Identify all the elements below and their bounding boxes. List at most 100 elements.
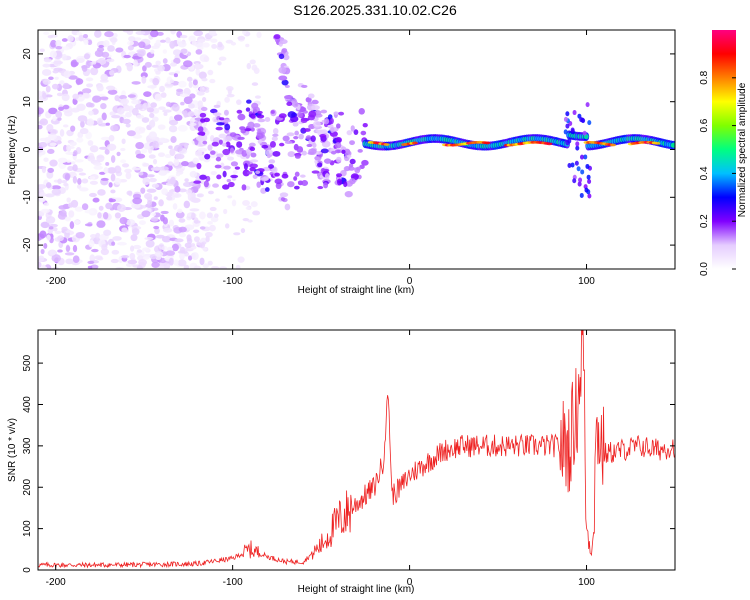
- spectrogram-blob: [120, 159, 127, 164]
- spectrogram-blob: [484, 141, 491, 145]
- spectrogram-blob: [97, 212, 102, 219]
- spectrogram-blob: [173, 144, 183, 152]
- spectrogram-blob: [66, 159, 72, 163]
- spectrogram-blob: [336, 173, 343, 178]
- spectrogram-blobs: [38, 30, 675, 269]
- spectrogram-blob: [144, 236, 154, 241]
- spectrogram-blob: [131, 55, 142, 60]
- spectrogram-blob: [411, 141, 418, 145]
- spectrogram-blob: [52, 227, 58, 232]
- spectrogram-blob: [227, 181, 235, 188]
- spectrogram-blob: [119, 95, 127, 100]
- spectrogram-blob: [59, 80, 65, 85]
- spectrogram-blob: [565, 123, 570, 129]
- spectrogram-blob: [333, 111, 340, 115]
- spectrogram-blob: [91, 248, 99, 253]
- spectrogram-blob: [41, 166, 47, 174]
- spectrogram-blob: [576, 166, 581, 172]
- spectrogram-blob: [134, 126, 145, 134]
- spectrogram-blob: [209, 224, 216, 232]
- spectrogram-blob: [670, 142, 675, 148]
- spectrogram-blob: [160, 210, 169, 215]
- spectrogram-blob: [84, 209, 95, 214]
- spectrogram-blob: [114, 197, 123, 202]
- spectrogram-blob: [138, 259, 148, 266]
- spectrogram-blob: [158, 170, 168, 176]
- spectrogram-blob: [178, 80, 187, 88]
- spectrogram-blob: [252, 123, 261, 128]
- spectrogram-blob: [199, 226, 206, 230]
- spectrogram-blob: [196, 162, 202, 170]
- spectrogram-blob: [582, 130, 587, 136]
- spectrogram-blob: [180, 34, 188, 39]
- spectrogram-blob: [226, 93, 235, 98]
- spectrogram-blob: [100, 136, 111, 141]
- spectrogram-blob: [109, 111, 116, 116]
- spectrogram-blob: [151, 64, 160, 68]
- spectrogram-blob: [98, 171, 106, 175]
- spectrogram-blob: [158, 243, 165, 250]
- spectrogram-blob: [172, 49, 182, 56]
- spectrogram-blob: [335, 136, 342, 143]
- spectrogram-blob: [72, 244, 78, 253]
- spectrogram-blob: [38, 184, 47, 190]
- spectrogram-blob: [249, 59, 256, 65]
- spectrogram-blob: [100, 73, 109, 82]
- spectrogram-blob: [191, 252, 199, 260]
- spectrogram-blob: [215, 198, 220, 202]
- spectrogram-blob: [197, 126, 204, 133]
- spectrogram-blob: [177, 41, 187, 48]
- spectrogram-blob: [107, 45, 115, 52]
- spectrogram-blob: [110, 124, 119, 132]
- spectrogram-blob: [229, 147, 235, 154]
- spectrogram-blob: [81, 65, 88, 72]
- spectrogram-blob: [94, 49, 104, 57]
- spectrogram-blob: [298, 133, 304, 140]
- spectrogram-blob: [230, 41, 237, 46]
- spectrogram-blob: [211, 141, 219, 147]
- spectrogram-blob: [57, 157, 68, 164]
- spectrogram-blob: [357, 148, 363, 153]
- spectrogram-blob: [175, 173, 181, 177]
- spectrogram-blob: [168, 125, 178, 133]
- spectrogram-blob: [264, 116, 271, 123]
- spectrogram-blob: [107, 89, 118, 95]
- spectrogram-blob: [82, 88, 92, 94]
- spectrogram-blob: [175, 70, 180, 74]
- spectrogram-blob: [237, 113, 246, 121]
- spectrogram-blob: [114, 94, 120, 102]
- spectrogram-blob: [199, 211, 206, 220]
- spectrogram-blob: [39, 118, 49, 126]
- spectrogram-blob: [96, 84, 104, 92]
- spectrogram-x-tick-label: -200: [46, 276, 66, 287]
- spectrogram-blob: [176, 88, 184, 93]
- spectrogram-blob: [85, 60, 91, 69]
- spectrogram-blob: [142, 256, 150, 260]
- spectrogram-blob: [66, 197, 71, 203]
- spectrogram-blob: [187, 111, 195, 117]
- spectrogram-blob: [114, 177, 122, 185]
- spectrogram-blob: [252, 210, 261, 216]
- spectrogram-blob: [78, 172, 87, 176]
- spectrogram-blob: [142, 65, 147, 72]
- spectrogram-blob: [76, 184, 82, 189]
- spectrogram-blob: [46, 171, 54, 179]
- colorbar-ticks: 0.0 0.2 0.4 0.6 0.8: [699, 70, 736, 276]
- spectrogram-blob: [177, 208, 183, 214]
- spectrogram-blob: [192, 223, 200, 227]
- spectrogram-blob: [250, 201, 258, 208]
- spectrogram-blob: [126, 190, 133, 196]
- spectrogram-blob: [274, 38, 281, 43]
- spectrogram-blob: [219, 266, 227, 269]
- spectrogram-blob: [75, 232, 85, 239]
- spectrogram-blob: [135, 103, 144, 110]
- spectrogram-blob: [265, 187, 270, 192]
- spectrogram-blob: [292, 120, 299, 127]
- spectrogram-blob: [194, 150, 203, 157]
- spectrogram-blob: [94, 255, 103, 260]
- spectrogram-blob: [200, 134, 208, 142]
- snr-x-tick-label: 0: [407, 577, 413, 588]
- spectrogram-blob: [80, 120, 85, 128]
- spectrogram-blob: [183, 264, 190, 269]
- spectrogram-blob: [241, 150, 248, 157]
